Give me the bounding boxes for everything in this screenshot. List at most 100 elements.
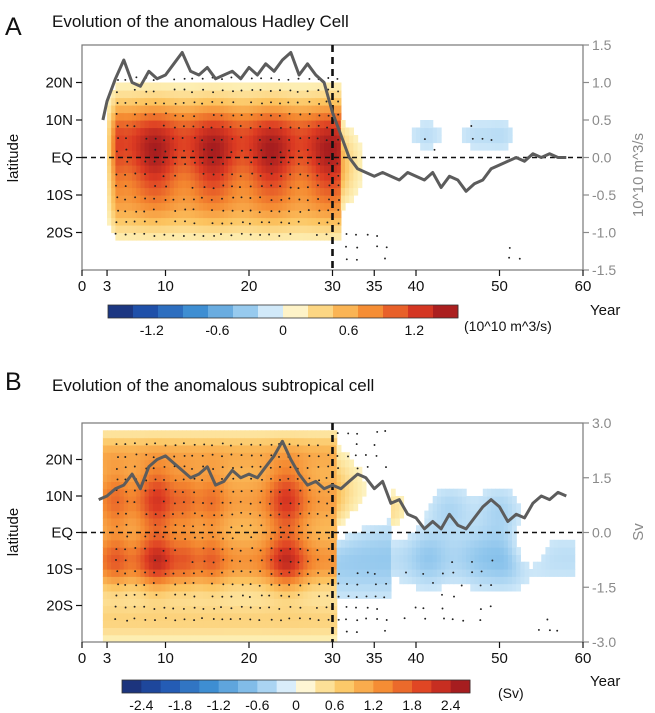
b-heat-cell	[257, 547, 263, 555]
b-stipple-dot	[202, 607, 205, 610]
a-heat-cell	[123, 157, 129, 166]
b-stipple-dot	[144, 489, 147, 492]
a-heat-cell	[303, 217, 309, 226]
a-heat-cell	[165, 82, 171, 91]
a-heat-cell	[203, 127, 208, 136]
b-colorbar-swatch	[180, 680, 200, 693]
b-stipple-dot	[174, 593, 177, 596]
b-heat-cell	[253, 437, 258, 446]
b-heat-cell	[524, 569, 530, 577]
b-heat-cell	[424, 583, 430, 592]
a-stipple-dot	[260, 185, 263, 188]
b-heat-cell	[102, 481, 108, 490]
a-heat-cell	[432, 135, 438, 144]
a-heat-cell	[165, 225, 171, 234]
a-stipple-dot	[117, 209, 120, 212]
b-heat-cell	[190, 598, 196, 607]
b-heat-cell	[169, 547, 175, 555]
b-heat-cell	[278, 444, 283, 453]
a-heat-cell	[282, 180, 288, 189]
b-heat-cell	[244, 547, 250, 555]
b-heat-cell	[520, 569, 526, 577]
a-heat-cell	[265, 150, 271, 159]
a-heat-cell	[173, 150, 179, 159]
a-heat-cell	[203, 97, 208, 106]
b-heat-cell	[353, 474, 359, 482]
b-heat-cell	[278, 488, 283, 497]
b-colorbar-swatch	[373, 680, 394, 693]
b-heat-cell	[119, 466, 125, 475]
b-stipple-dot	[289, 466, 292, 469]
a-stipple-dot	[145, 137, 148, 140]
b-heat-cell	[115, 598, 121, 607]
b-stipple-dot	[297, 561, 300, 564]
b-heat-cell	[140, 590, 146, 599]
b-heat-cell	[274, 583, 279, 592]
a-heat-cell	[470, 120, 476, 129]
a-heat-cell	[198, 157, 204, 166]
b-heat-cell	[265, 583, 271, 592]
b-heat-cell	[102, 430, 108, 439]
b-stipple-dot	[288, 583, 291, 586]
a-heat-cell	[290, 180, 296, 189]
b-heat-cell	[482, 517, 488, 526]
b-stipple-dot	[279, 478, 281, 481]
a-heat-cell	[169, 202, 175, 211]
a-heat-cell	[328, 210, 334, 219]
b-heat-cell	[311, 554, 317, 563]
b-heat-cell	[290, 474, 296, 482]
a-heat-cell	[173, 165, 179, 174]
b-heat-cell	[503, 517, 509, 526]
b-heat-cell	[244, 620, 250, 628]
b-stipple-dot	[240, 570, 243, 573]
b-heat-cell	[198, 583, 204, 592]
b-heat-cell	[311, 517, 317, 526]
b-heat-cell	[353, 569, 359, 577]
a-stipple-dot	[229, 126, 232, 128]
b-heat-cell	[324, 466, 329, 475]
a-heat-cell	[111, 135, 116, 144]
a-heat-cell	[157, 127, 162, 136]
b-heat-cell	[457, 517, 463, 526]
a-heat-cell	[123, 82, 129, 91]
b-heat-cell	[165, 481, 171, 490]
a-heat-cell	[152, 82, 158, 91]
a-heat-cell	[232, 142, 238, 151]
b-heat-cell	[307, 569, 313, 577]
b-heat-cell	[557, 561, 563, 570]
b-heat-cell	[140, 627, 146, 636]
b-heat-cell	[336, 481, 342, 490]
a-stipple-dot	[181, 137, 184, 139]
a-heat-cell	[340, 172, 346, 181]
b-heat-cell	[232, 444, 238, 453]
a-stipple-dot	[325, 233, 328, 236]
b-stipple-dot	[250, 536, 253, 539]
b-stipple-dot	[268, 606, 271, 609]
b-heat-cell	[353, 488, 359, 497]
a-heat-cell	[282, 232, 288, 241]
a-heat-cell	[324, 210, 329, 219]
a-stipple-dot	[337, 222, 340, 225]
a-heat-cell	[219, 232, 225, 241]
b-heat-cell	[244, 481, 250, 490]
b-heat-cell	[178, 517, 183, 526]
a-heat-cell	[307, 105, 313, 114]
b-heat-cell	[182, 510, 187, 519]
a-x-tick-label: 3	[103, 278, 111, 295]
b-stipple-dot	[240, 454, 243, 457]
b-heat-cell	[349, 554, 354, 563]
a-heat-cell	[203, 195, 208, 204]
b-heat-cell	[470, 525, 476, 534]
b-stipple-dot	[232, 477, 235, 480]
b-heat-cell	[219, 517, 225, 526]
b-heat-cell	[336, 444, 342, 453]
b-heat-cell	[428, 532, 434, 541]
b-colorbar-tick-label: -1.2	[207, 697, 231, 713]
b-heat-cell	[570, 561, 576, 570]
b-heat-cell	[274, 547, 279, 555]
b-heat-cell	[340, 510, 346, 519]
b-heat-cell	[152, 503, 158, 512]
b-heat-cell	[486, 488, 492, 497]
b-heat-cell	[466, 561, 471, 570]
